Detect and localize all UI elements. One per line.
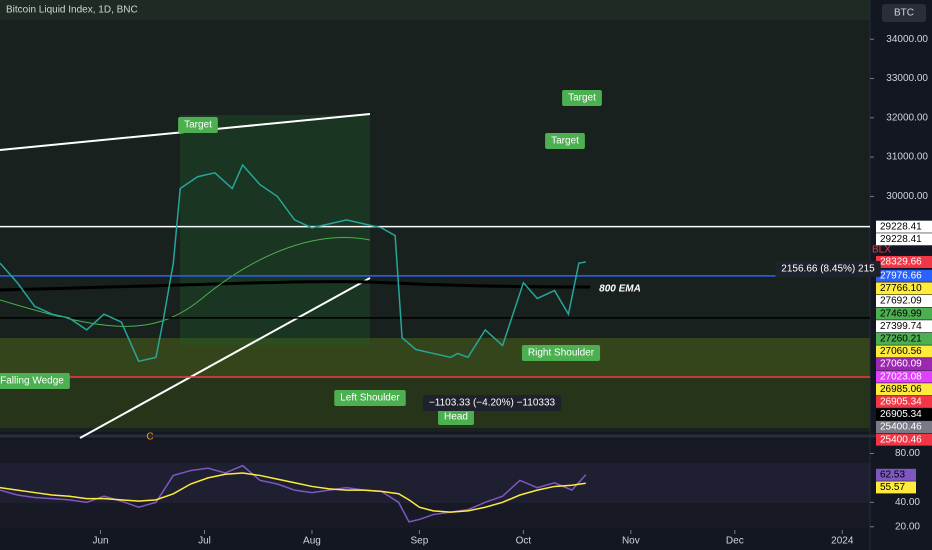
price-tag-label: 26985.06 — [880, 384, 922, 395]
zone — [180, 115, 370, 345]
annotation-box — [0, 373, 70, 389]
y-tick-label: 31000.00 — [886, 152, 928, 163]
annotation: −1103.33 (−4.20%) −110333 — [429, 398, 556, 409]
x-tick-label: Oct — [516, 536, 532, 547]
price-tag — [876, 320, 932, 333]
rsi-tag — [876, 481, 916, 494]
price-tag — [876, 295, 932, 308]
y-tick-label: 33000.00 — [886, 73, 928, 84]
annotation-box — [545, 133, 585, 149]
price-tag-label: 25400.46 — [880, 434, 922, 445]
annotation: Left Shoulder — [340, 393, 400, 404]
chart-title: Bitcoin Liquid Index, 1D, BNC — [6, 5, 138, 16]
price-tag-label: 28329.66 — [880, 257, 922, 268]
annotation: Right Shoulder — [528, 348, 595, 359]
rsi-tag-label: 55.57 — [880, 482, 905, 493]
x-tick-label: Jun — [92, 536, 108, 547]
x-tick-label: Dec — [726, 536, 744, 547]
header-band — [0, 0, 870, 20]
annotation-box — [178, 117, 218, 133]
price-tag — [876, 408, 932, 421]
series-line — [0, 472, 586, 513]
annotation-box — [438, 409, 474, 425]
annotation-box — [521, 345, 601, 361]
price-tag-label: 27976.66 — [880, 270, 922, 281]
annotation: Target — [551, 136, 579, 147]
annotation-box — [334, 390, 406, 406]
price-tag — [876, 255, 932, 268]
price-tag-label: 27060.56 — [880, 346, 922, 357]
x-tick-label: 2024 — [831, 536, 854, 547]
price-tag-label: 27692.09 — [880, 296, 922, 307]
y-tick-label: 34000.00 — [886, 34, 928, 45]
price-tag-label: 25400.46 — [880, 422, 922, 433]
series-tag: BLX — [872, 245, 891, 256]
price-tag-label: 27023.08 — [880, 371, 922, 382]
series-line — [0, 163, 586, 363]
price-tag — [876, 332, 932, 345]
price-tag-label: 29228.41 — [880, 234, 922, 245]
rsi-tag — [876, 468, 916, 481]
price-tag-label: 26905.34 — [880, 409, 922, 420]
annotation: 800 EMA — [599, 284, 641, 295]
price-tag — [876, 433, 932, 446]
rsi-tag-label: 62.53 — [880, 469, 905, 480]
annotation-box — [422, 395, 562, 411]
y-tick-label: 30000.00 — [886, 191, 928, 202]
annotation: Head — [444, 412, 468, 423]
price-tag — [876, 269, 932, 282]
price-tag — [876, 220, 932, 233]
x-tick-label: Nov — [622, 536, 640, 547]
annotation-box — [775, 261, 881, 277]
price-tag — [876, 358, 932, 371]
symbol-label[interactable]: BTC — [894, 8, 914, 19]
annotation: C — [146, 432, 153, 443]
ma-line — [0, 237, 371, 327]
series-line — [0, 464, 587, 523]
x-tick-label: Aug — [303, 536, 321, 547]
price-tag — [876, 383, 932, 396]
ema-line — [0, 280, 591, 292]
price-tag-label: 26905.34 — [880, 396, 922, 407]
price-tag — [876, 282, 932, 295]
price-tag-label: 27766.10 — [880, 283, 922, 294]
price-tag-label: 27260.21 — [880, 333, 922, 344]
price-tag — [876, 421, 932, 434]
y-tick-label: 80.00 — [895, 448, 920, 459]
annotation: Falling Wedge — [0, 376, 64, 387]
price-tag — [876, 233, 932, 246]
zone — [0, 338, 870, 378]
price-tag-label: 27060.09 — [880, 359, 922, 370]
price-tag-label: 27399.74 — [880, 321, 922, 332]
symbol-button[interactable] — [882, 4, 926, 22]
price-tag-label: 29228.41 — [880, 221, 922, 232]
annotation-box — [562, 90, 602, 106]
annotation: Target — [184, 120, 212, 131]
price-tag — [876, 345, 932, 358]
price-tag-label: 27469.99 — [880, 308, 922, 319]
trendline — [79, 277, 371, 439]
y-tick-label: 40.00 — [895, 497, 920, 508]
x-tick-label: Sep — [411, 536, 429, 547]
y-tick-label: 32000.00 — [886, 112, 928, 123]
price-tag — [876, 370, 932, 383]
rsi-band — [0, 463, 870, 503]
price-tag — [876, 307, 932, 320]
y-tick-label: 20.00 — [895, 521, 920, 532]
x-tick-label: Jul — [198, 536, 211, 547]
annotation: Target — [568, 93, 596, 104]
annotation: 2156.66 (8.45%) 215 — [781, 264, 875, 275]
price-tag — [876, 395, 932, 408]
